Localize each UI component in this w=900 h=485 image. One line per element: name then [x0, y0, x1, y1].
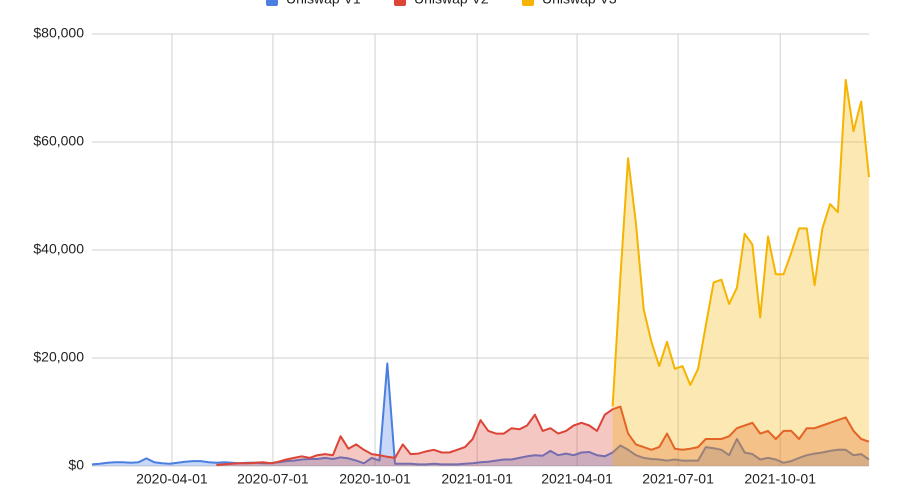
area-fill	[216, 406, 870, 466]
legend-label: Uniswap V1	[286, 0, 361, 7]
x-tick-label: 2021-01-01	[441, 471, 513, 485]
x-tick-label: 2021-10-01	[744, 471, 816, 485]
x-tick-label: 2021-04-01	[541, 471, 613, 485]
series-line	[91, 362, 870, 466]
x-tick-label: 2020-10-01	[339, 471, 411, 485]
legend-label: Uniswap V2	[414, 0, 489, 7]
y-tick-label: $80,000	[33, 25, 84, 41]
legend-swatch	[394, 0, 406, 6]
x-tick-label: 2021-07-01	[642, 471, 714, 485]
series-line	[216, 405, 870, 466]
area-fill	[612, 79, 869, 467]
legend-swatch	[522, 0, 534, 6]
x-tick-label: 2020-07-01	[237, 471, 309, 485]
series-line	[611, 78, 870, 407]
y-tick-label: $20,000	[33, 349, 84, 365]
y-tick-label: $60,000	[33, 133, 84, 149]
y-tick-label: $40,000	[33, 241, 84, 257]
y-tick-label: $0	[68, 457, 84, 473]
x-tick-label: 2020-04-01	[136, 471, 208, 485]
legend-label: Uniswap V3	[542, 0, 617, 7]
legend-swatch	[266, 0, 278, 6]
